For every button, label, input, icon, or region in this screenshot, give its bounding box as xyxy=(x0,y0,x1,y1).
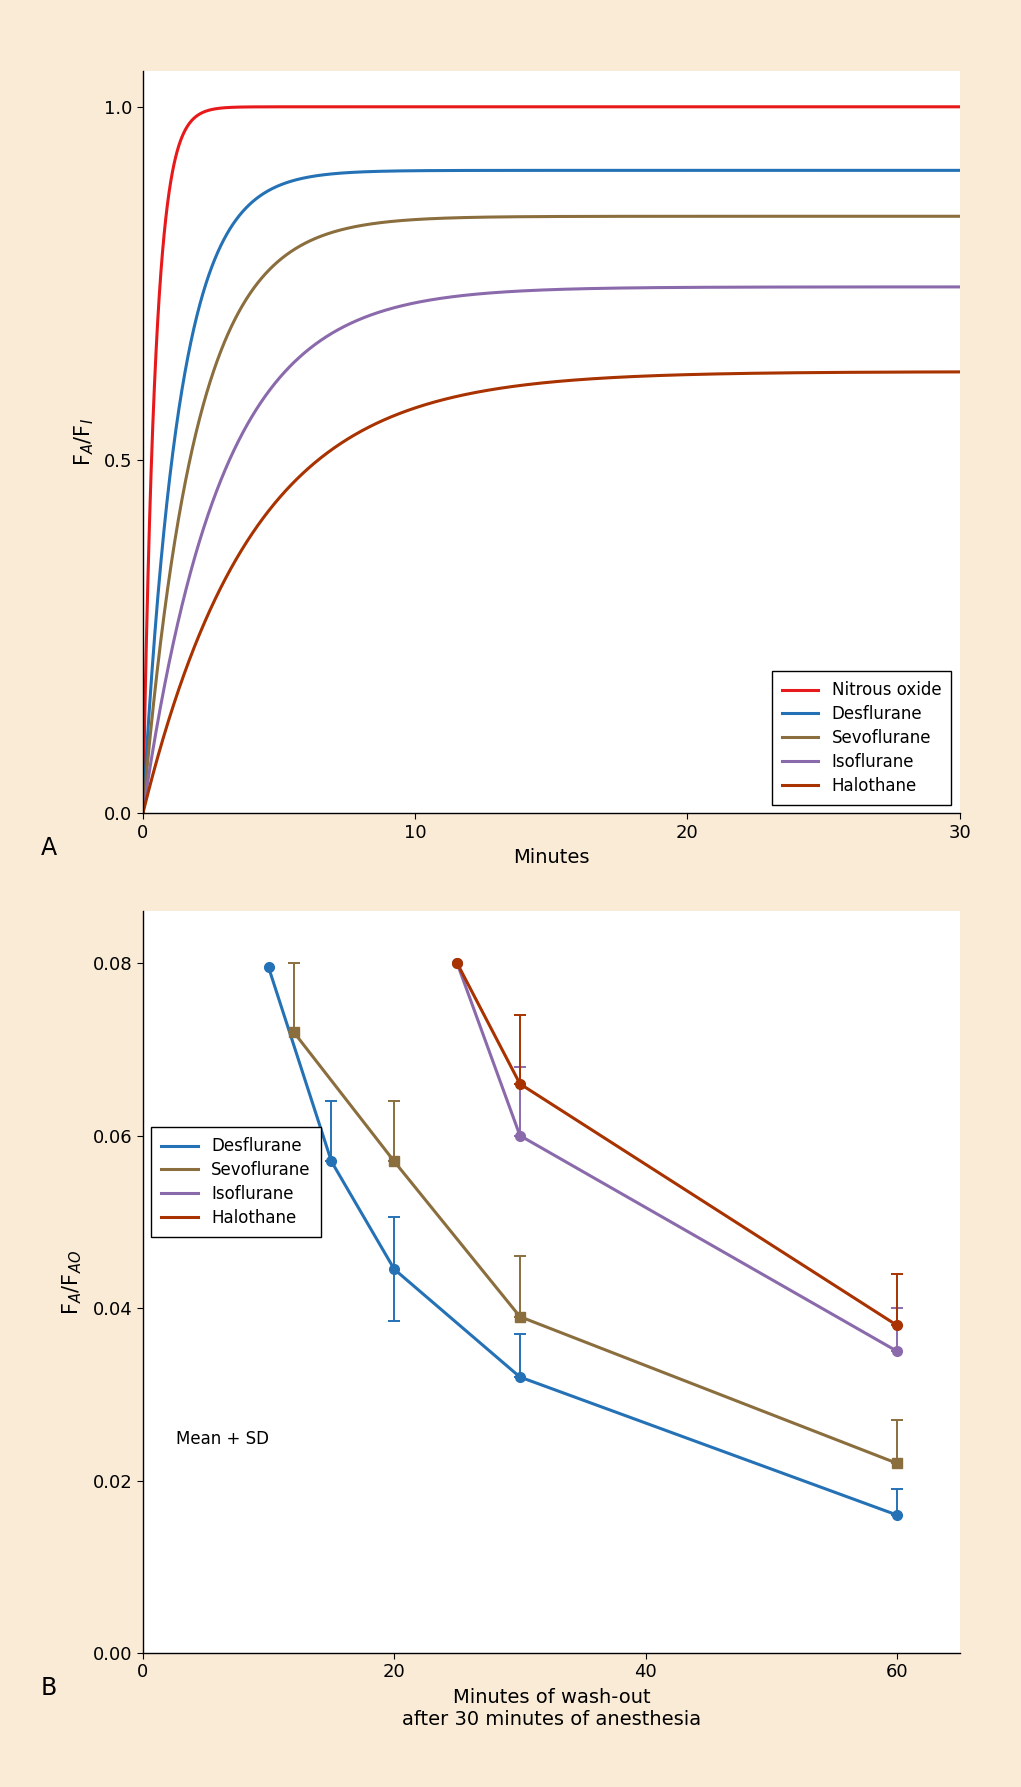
Sevoflurane xyxy=(450,207,463,229)
Isoflurane xyxy=(849,277,862,298)
Desflurane xyxy=(937,159,950,180)
Isoflurane xyxy=(279,361,291,382)
Line: Sevoflurane: Sevoflurane xyxy=(143,216,960,813)
Halothane xyxy=(137,802,149,824)
Isoflurane xyxy=(954,277,966,298)
Isoflurane xyxy=(937,277,950,298)
Sevoflurane xyxy=(849,206,862,227)
Nitrous oxide xyxy=(137,801,149,822)
X-axis label: Minutes: Minutes xyxy=(514,849,589,867)
Line: Desflurane: Desflurane xyxy=(143,170,960,813)
Desflurane xyxy=(954,159,966,180)
Sevoflurane xyxy=(485,206,497,227)
Sevoflurane xyxy=(279,245,291,266)
Halothane xyxy=(279,481,291,502)
Desflurane xyxy=(279,173,291,195)
Desflurane xyxy=(230,209,242,231)
Text: Mean + SD: Mean + SD xyxy=(176,1430,269,1449)
Legend: Desflurane, Sevoflurane, Isoflurane, Halothane: Desflurane, Sevoflurane, Isoflurane, Hal… xyxy=(151,1128,321,1237)
Halothane xyxy=(849,361,862,382)
Line: Isoflurane: Isoflurane xyxy=(143,288,960,813)
Nitrous oxide xyxy=(450,96,463,118)
Desflurane xyxy=(137,802,149,824)
Text: A: A xyxy=(41,836,57,860)
Nitrous oxide xyxy=(485,96,497,118)
Sevoflurane xyxy=(137,802,149,824)
Nitrous oxide xyxy=(938,96,951,118)
Halothane xyxy=(450,386,463,407)
Halothane xyxy=(485,379,497,400)
Nitrous oxide xyxy=(954,96,966,118)
Nitrous oxide xyxy=(230,96,242,118)
Line: Halothane: Halothane xyxy=(143,372,960,813)
Sevoflurane xyxy=(954,206,966,227)
X-axis label: Minutes of wash-out
after 30 minutes of anesthesia: Minutes of wash-out after 30 minutes of … xyxy=(402,1689,700,1730)
Desflurane xyxy=(450,159,463,180)
Halothane xyxy=(230,549,242,570)
Legend: Nitrous oxide, Desflurane, Sevoflurane, Isoflurane, Halothane: Nitrous oxide, Desflurane, Sevoflurane, … xyxy=(772,672,952,804)
Isoflurane xyxy=(230,434,242,456)
Desflurane xyxy=(485,159,497,180)
Sevoflurane xyxy=(230,306,242,327)
Line: Nitrous oxide: Nitrous oxide xyxy=(143,107,960,811)
Y-axis label: F$_A$/F$_I$: F$_A$/F$_I$ xyxy=(72,418,96,466)
Nitrous oxide xyxy=(600,96,613,118)
Sevoflurane xyxy=(937,206,950,227)
Halothane xyxy=(937,361,950,382)
Desflurane xyxy=(849,159,862,180)
Y-axis label: F$_A$/F$_{AO}$: F$_A$/F$_{AO}$ xyxy=(61,1249,85,1315)
Text: B: B xyxy=(41,1676,57,1699)
Isoflurane xyxy=(450,286,463,307)
Isoflurane xyxy=(137,802,149,824)
Isoflurane xyxy=(485,282,497,304)
Nitrous oxide xyxy=(279,96,291,118)
Nitrous oxide xyxy=(849,96,862,118)
Halothane xyxy=(954,361,966,382)
